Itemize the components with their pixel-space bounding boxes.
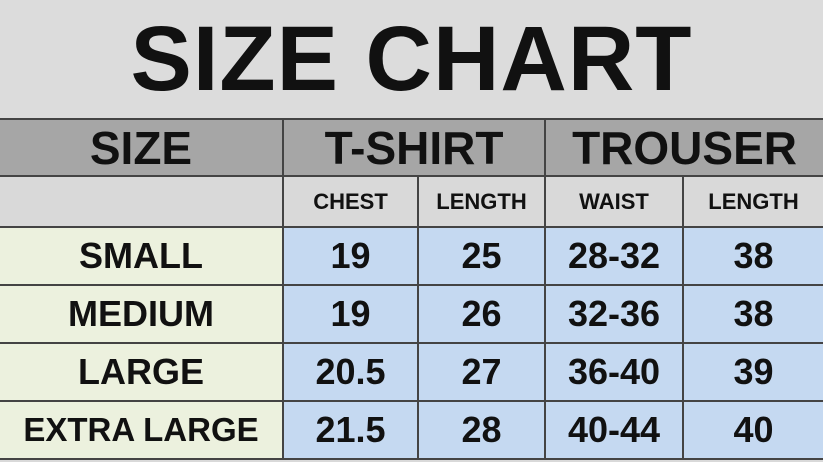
size-cell: EXTRA LARGE [0, 400, 284, 460]
chest-cell: 21.5 [282, 400, 419, 460]
trouser-length-cell: 38 [682, 284, 823, 344]
page-title: SIZE CHART [0, 0, 823, 118]
chest-cell: 19 [282, 226, 419, 286]
subheader-row: CHEST LENGTH WAIST LENGTH [0, 175, 823, 228]
subheader-chest: CHEST [282, 175, 419, 228]
size-cell: LARGE [0, 342, 284, 402]
tshirt-length-cell: 27 [416, 342, 547, 402]
table-row: EXTRA LARGE 21.5 28 40-44 40 [0, 400, 823, 460]
chest-cell: 20.5 [282, 342, 419, 402]
header-row: SIZE T-SHIRT TROUSER [0, 118, 823, 177]
table-row: MEDIUM 19 26 32-36 38 [0, 284, 823, 344]
tshirt-length-cell: 25 [416, 226, 547, 286]
header-size: SIZE [0, 118, 284, 177]
table-row: SMALL 19 25 28-32 38 [0, 226, 823, 286]
tshirt-length-cell: 28 [416, 400, 547, 460]
tshirt-length-cell: 26 [416, 284, 547, 344]
waist-cell: 36-40 [544, 342, 685, 402]
waist-cell: 40-44 [544, 400, 685, 460]
size-table: SIZE T-SHIRT TROUSER CHEST LENGTH WAIST … [0, 118, 823, 460]
header-trouser: TROUSER [544, 118, 823, 177]
waist-cell: 32-36 [544, 284, 685, 344]
trouser-length-cell: 38 [682, 226, 823, 286]
subheader-waist: WAIST [544, 175, 685, 228]
trouser-length-cell: 39 [682, 342, 823, 402]
table-row: LARGE 20.5 27 36-40 39 [0, 342, 823, 402]
subheader-trouser-length: LENGTH [682, 175, 823, 228]
trouser-length-cell: 40 [682, 400, 823, 460]
chest-cell: 19 [282, 284, 419, 344]
waist-cell: 28-32 [544, 226, 685, 286]
subheader-empty [0, 175, 284, 228]
size-cell: SMALL [0, 226, 284, 286]
subheader-tshirt-length: LENGTH [416, 175, 547, 228]
header-tshirt: T-SHIRT [281, 118, 547, 177]
size-cell: MEDIUM [0, 284, 284, 344]
